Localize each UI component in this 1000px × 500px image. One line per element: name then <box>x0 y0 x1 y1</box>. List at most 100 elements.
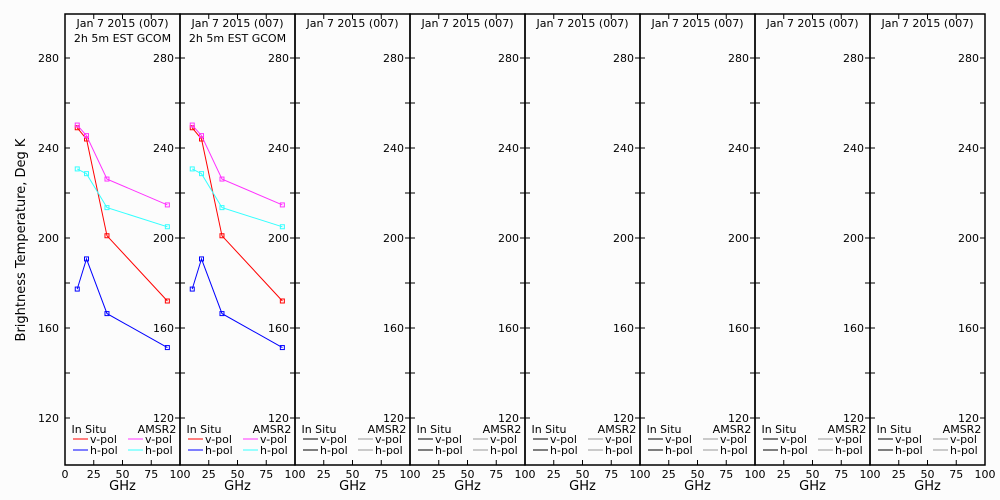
legend-label-insitu_h: h-pol <box>205 444 233 457</box>
y-tick-label: 160 <box>383 322 404 335</box>
x-tick-label: 25 <box>662 468 676 481</box>
y-tick-label: 160 <box>153 322 174 335</box>
x-tick-label: 100 <box>860 468 881 481</box>
panel-7: Jan 7 2015 (007) 120 160 200 240 280 25 50 75 100… <box>754 13 881 494</box>
y-tick-label: 280 <box>728 52 749 65</box>
legend-amsr2-title: AMSR2 <box>828 423 867 436</box>
legend-amsr2-title: AMSR2 <box>368 423 407 436</box>
x-tick-label: 75 <box>834 468 848 481</box>
data-point-amsr2_h <box>219 205 225 211</box>
series-line-insitu_v <box>76 127 168 302</box>
y-tick-label: 280 <box>38 52 59 65</box>
x-tick-label: 25 <box>317 468 331 481</box>
y-tick-label: 200 <box>843 232 864 245</box>
legend-label-insitu_h: h-pol <box>90 444 118 457</box>
y-tick-label: 160 <box>38 322 59 335</box>
y-tick-label: 120 <box>498 412 519 425</box>
y-tick-label: 120 <box>958 412 979 425</box>
x-tick-label: 50 <box>231 468 245 481</box>
legend-label-amsr2_v: v-pol <box>260 433 287 446</box>
y-tick-label: 200 <box>268 232 289 245</box>
x-tick-label: 75 <box>949 468 963 481</box>
legend-in-situ-title: In Situ <box>531 423 566 436</box>
x-axis-label: GHz <box>799 479 826 494</box>
y-tick-label: 120 <box>383 412 404 425</box>
y-tick-label: 280 <box>498 52 519 65</box>
data-point-amsr2_v <box>199 133 205 139</box>
y-tick-label: 200 <box>38 232 59 245</box>
y-tick-label: 280 <box>153 52 174 65</box>
panel-3: Jan 7 2015 (007) 120 160 200 240 280 25 50 75 100… <box>294 13 421 494</box>
data-point-insitu_h <box>164 345 170 351</box>
y-tick-label: 240 <box>498 142 519 155</box>
legend-label-amsr2_h: h-pol <box>490 444 518 457</box>
series-line-amsr2_v <box>76 124 168 206</box>
y-tick-label: 120 <box>268 412 289 425</box>
x-tick-label: 25 <box>547 468 561 481</box>
panel-title: Jan 7 2015 (007) <box>535 17 628 30</box>
y-tick-label: 280 <box>958 52 979 65</box>
legend-label-insitu_h: h-pol <box>665 444 693 457</box>
panel-title: Jan 7 2015 (007) <box>880 17 973 30</box>
x-tick-label: 100 <box>400 468 421 481</box>
x-tick-label: 50 <box>116 468 130 481</box>
panel-4: Jan 7 2015 (007) 120 160 200 240 280 25 50 75 100… <box>409 13 536 494</box>
x-tick-label: 75 <box>719 468 733 481</box>
y-tick-label: 200 <box>728 232 749 245</box>
data-point-amsr2_h <box>199 171 205 177</box>
data-point-amsr2_h <box>189 166 195 172</box>
x-tick-label: 100 <box>170 468 191 481</box>
data-point-amsr2_h <box>279 224 285 230</box>
panel-2: Jan 7 2015 (007) 2h 5m EST GCOM 120 160 200 2… <box>179 13 306 494</box>
legend-label-amsr2_h: h-pol <box>260 444 288 457</box>
data-point-amsr2_v <box>84 133 90 139</box>
data-point-amsr2_v <box>104 176 110 182</box>
legend-label-amsr2_h: h-pol <box>145 444 173 457</box>
data-point-insitu_h <box>104 311 110 317</box>
series-line-insitu_h <box>76 257 168 349</box>
data-point-amsr2_h <box>164 224 170 230</box>
legend-amsr2-title: AMSR2 <box>598 423 637 436</box>
x-axis-label: GHz <box>914 479 941 494</box>
legend-in-situ-title: In Situ <box>646 423 681 436</box>
y-tick-label: 120 <box>728 412 749 425</box>
y-tick-label: 280 <box>268 52 289 65</box>
data-point-insitu_h <box>279 345 285 351</box>
panel-title: Jan 7 2015 (007) <box>420 17 513 30</box>
data-point-amsr2_h <box>104 205 110 211</box>
data-point-amsr2_v <box>189 122 195 128</box>
legend-label-amsr2_h: h-pol <box>720 444 748 457</box>
legend-label-amsr2_v: v-pol <box>145 433 172 446</box>
x-axis-label: GHz <box>224 479 251 494</box>
x-tick-label: 25 <box>202 468 216 481</box>
panel-title: Jan 7 2015 (007) <box>75 17 168 30</box>
x-tick-label: 50 <box>806 468 820 481</box>
y-tick-label: 160 <box>613 322 634 335</box>
data-point-amsr2_v <box>279 202 285 208</box>
y-tick-label: 240 <box>728 142 749 155</box>
legend-label-insitu_h: h-pol <box>550 444 578 457</box>
y-tick-label: 240 <box>38 142 59 155</box>
y-tick-label: 200 <box>153 232 174 245</box>
panel-5: Jan 7 2015 (007) 120 160 200 240 280 25 50 75 100… <box>524 13 651 494</box>
x-axis-label: GHz <box>454 479 481 494</box>
y-tick-label: 160 <box>843 322 864 335</box>
data-point-amsr2_h <box>84 171 90 177</box>
data-point-amsr2_v <box>219 176 225 182</box>
data-point-insitu_h <box>199 256 205 262</box>
legend-label-amsr2_h: h-pol <box>375 444 403 457</box>
legend-label-amsr2_h: h-pol <box>835 444 863 457</box>
x-axis-label: GHz <box>339 479 366 494</box>
legend-label-amsr2_v: v-pol <box>605 433 632 446</box>
series-line-amsr2_h <box>191 168 283 228</box>
data-point-insitu_v <box>164 298 170 304</box>
panel-subtitle: 2h 5m EST GCOM <box>189 32 286 45</box>
x-axis-label: GHz <box>109 479 136 494</box>
legend-label-insitu_v: v-pol <box>550 433 577 446</box>
y-tick-label: 160 <box>958 322 979 335</box>
x-tick-label: 75 <box>259 468 273 481</box>
data-point-insitu_v <box>219 233 225 239</box>
panel-title: Jan 7 2015 (007) <box>305 17 398 30</box>
series-line-insitu_v <box>191 127 283 302</box>
